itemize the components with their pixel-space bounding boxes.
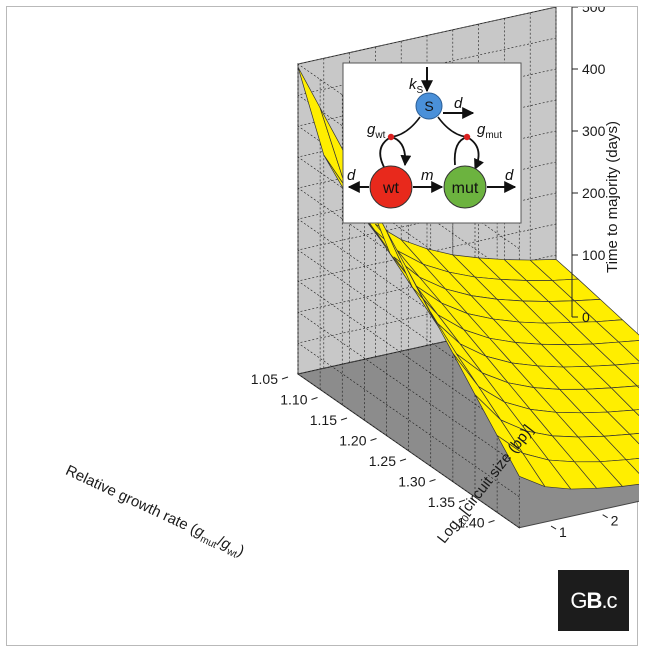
z-tick-label: 500: [582, 7, 606, 15]
x-tick-mark: [311, 397, 318, 400]
surface-cell: [618, 340, 639, 362]
inset-box: [342, 62, 522, 224]
surface-cell: [629, 433, 639, 445]
network-inset: kS S d gwt gmut wt mut m: [342, 62, 522, 224]
x-tick-label: 1.05: [251, 371, 278, 387]
x-tick-mark: [458, 499, 466, 503]
z-tick-label: 400: [582, 61, 606, 77]
z-tick-label: 100: [582, 247, 606, 263]
mutant-node-label: mut: [452, 180, 479, 197]
wild-type-node: [369, 165, 413, 209]
x-tick-mark: [370, 438, 377, 441]
ks-label: kS: [409, 76, 424, 96]
surface-cell: [596, 319, 639, 343]
x-tick-label: 1.10: [280, 392, 307, 408]
signal-node: [415, 92, 443, 120]
signal-node-label: S: [424, 98, 433, 114]
z-tick-label: 200: [582, 185, 606, 201]
surface-plot: 0 100 200 300 400 500 1.051.101.151.201.251.30…: [62, 7, 639, 563]
z-axis-label: Time to majority (days): [604, 121, 621, 273]
surface-cell: [603, 433, 639, 461]
x-tick-mark: [429, 479, 436, 482]
surface-cell: [636, 385, 639, 389]
x-tick-label: 1.15: [310, 412, 337, 428]
surface-cell: [607, 409, 639, 435]
x-tick-mark: [281, 376, 289, 380]
mutant-node: [443, 165, 487, 209]
x-axis-label: Relative growth rate (gmut/gwt): [62, 462, 247, 563]
z-tick-label: 300: [582, 123, 606, 139]
axes: 0 100 200 300 400 500 1.051.101.151.201.251.30…: [251, 7, 619, 540]
x-tick-label: 1.40: [457, 515, 484, 531]
y-tick-mark: [550, 525, 557, 530]
y-tick-label: 2: [611, 513, 619, 529]
mut-junction-dot: [463, 133, 471, 141]
x-tick-label: 1.20: [339, 433, 366, 449]
wt-decay-label: d: [347, 167, 356, 184]
surface-cell: [592, 341, 639, 366]
y-tick-label: 1: [559, 524, 567, 540]
surface-cell: [599, 459, 639, 487]
wt-junction-dot: [387, 133, 395, 141]
figure-frame: 0 100 200 300 400 500 1.05 1.10 1.15 1.20 1.25 1.30…: [6, 6, 639, 646]
gwt-label: gwt: [367, 121, 386, 141]
gmut-label: gmut: [477, 121, 502, 141]
y-tick-mark: [602, 514, 608, 519]
surface-cell: [633, 409, 639, 416]
mutation-label: m: [421, 167, 434, 184]
surface-cell: [625, 458, 639, 474]
surface-cell: [614, 362, 639, 387]
mut-decay-label: d: [505, 167, 514, 184]
x-tick-mark: [340, 417, 348, 421]
x-tick-label: 1.25: [369, 453, 396, 469]
x-tick-mark: [488, 520, 495, 523]
x-tick-label: 1.30: [398, 474, 425, 490]
x-tick-label: 1.35: [428, 494, 455, 510]
surface-cell: [610, 385, 639, 411]
z-tick-label: 0: [582, 309, 590, 325]
journal-logo: GB.c: [558, 570, 629, 631]
wild-type-node-label: wt: [382, 180, 400, 197]
s-decay-label: d: [454, 95, 463, 112]
x-tick-mark: [399, 458, 407, 462]
